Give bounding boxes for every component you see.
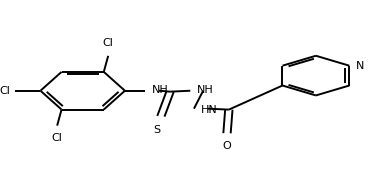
Text: S: S — [154, 125, 161, 135]
Text: Cl: Cl — [103, 38, 113, 48]
Text: Cl: Cl — [0, 86, 10, 96]
Text: Cl: Cl — [52, 133, 63, 143]
Text: NH: NH — [197, 85, 214, 95]
Text: HN: HN — [201, 105, 217, 115]
Text: N: N — [356, 61, 364, 71]
Text: O: O — [223, 141, 231, 151]
Text: NH: NH — [152, 85, 168, 95]
